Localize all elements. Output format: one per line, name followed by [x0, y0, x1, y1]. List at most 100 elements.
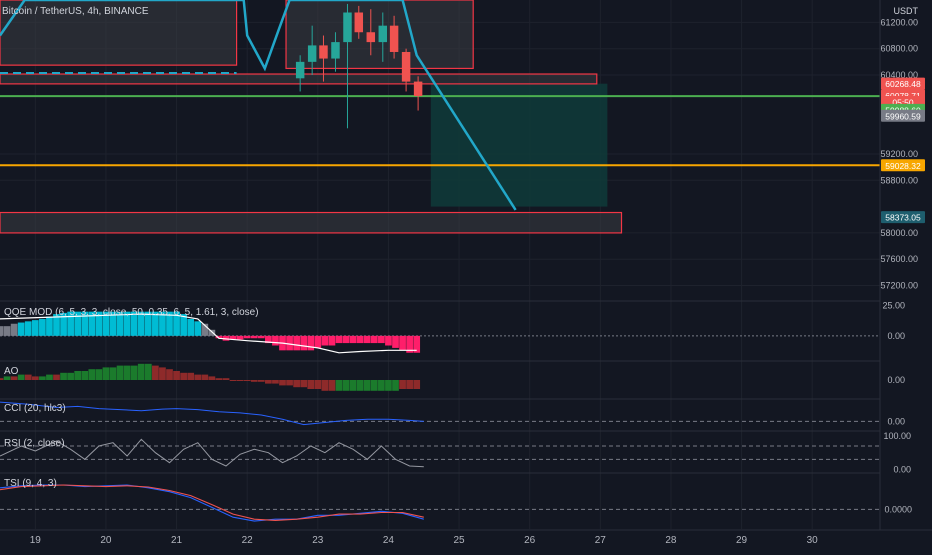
price-tick-label: 57200.00: [880, 281, 918, 291]
ao-bar: [243, 380, 251, 381]
qqe-bar: [215, 335, 223, 339]
qqe-title: QQE MOD (6, 5, 3, 3, close, 50, 0.35, 6,…: [4, 307, 259, 318]
horizontal-lines-layer: [0, 95, 880, 167]
ao-bar: [152, 365, 159, 380]
cci-line: [0, 401, 424, 426]
ao-bar: [39, 376, 46, 380]
candle-body[interactable]: [307, 45, 317, 62]
candle-body[interactable]: [413, 81, 423, 97]
tsi-title: TSI (9, 4, 3): [4, 478, 57, 489]
qqe-bar: [81, 311, 89, 336]
time-tick-label: 25: [454, 535, 466, 546]
candle-body[interactable]: [366, 32, 376, 43]
qqe-bar: [10, 323, 18, 336]
ao-bar: [413, 380, 421, 389]
qqe-bar: [17, 322, 25, 336]
qqe-bar: [363, 335, 371, 344]
ao-bar: [257, 380, 265, 382]
qqe-bar: [88, 311, 96, 336]
qqe-bar: [335, 335, 343, 344]
candle-body[interactable]: [354, 12, 364, 33]
supply-demand-zone[interactable]: [0, 0, 238, 66]
qqe-bar: [250, 335, 258, 339]
time-tick-label: 30: [807, 535, 819, 546]
ao-bar: [0, 378, 4, 380]
supply-demand-zone[interactable]: [0, 211, 623, 234]
qqe-bar: [314, 335, 322, 348]
ao-bar: [392, 380, 399, 391]
tsi-tick-label: 0.0000: [884, 504, 912, 514]
qqe-bar: [265, 335, 272, 344]
rsi-pane: [0, 438, 880, 468]
ao-bar: [123, 365, 131, 380]
price-tick-label: 58800.00: [880, 175, 918, 185]
ao-bar: [53, 374, 60, 380]
price-tag-label: 59028.32: [885, 161, 921, 171]
time-tick-label: 20: [100, 535, 112, 546]
ao-bar: [236, 380, 244, 381]
qqe-bar: [102, 311, 110, 336]
qqe-bar: [370, 335, 378, 344]
ao-bar: [342, 380, 350, 391]
qqe-pane: [0, 311, 880, 354]
ao-bar: [314, 380, 322, 389]
candle-body[interactable]: [295, 61, 305, 79]
candle-body[interactable]: [331, 42, 340, 59]
time-axis[interactable]: 19 20 21 22 23 24 25 26 27 28 29 30: [30, 535, 818, 546]
price-tick-label: 59200.00: [880, 149, 918, 159]
ao-bar: [88, 369, 96, 380]
qqe-tick-label: 0.00: [887, 331, 905, 341]
candle-body[interactable]: [389, 25, 399, 52]
target-zone[interactable]: [430, 83, 608, 207]
ao-bar: [180, 372, 187, 380]
candle-body[interactable]: [378, 25, 388, 43]
qqe-bar: [356, 335, 364, 344]
qqe-bar: [0, 326, 4, 336]
candle-body[interactable]: [319, 45, 328, 59]
ao-bar: [300, 380, 308, 388]
ao-bar: [17, 374, 25, 380]
qqe-bar: [74, 311, 82, 336]
qqe-bar: [385, 335, 392, 346]
price-tag-label: 60078.71: [885, 91, 921, 101]
ao-bar: [144, 363, 152, 380]
price-tags: 60268.4860078.7105:5059988.6059960.59590…: [881, 77, 925, 224]
ao-bar: [328, 380, 336, 391]
price-tag-label: 05:50: [892, 97, 914, 107]
ao-bar: [74, 371, 82, 380]
price-axis[interactable]: 61200.00 60800.00 60400.00 59200.00 58800.00…: [880, 17, 918, 514]
ao-bar: [363, 380, 371, 391]
ao-title: AO: [4, 366, 19, 377]
candle-body[interactable]: [401, 51, 411, 82]
qqe-bar: [349, 335, 357, 344]
ao-bar: [194, 374, 202, 380]
qqe-bar: [194, 321, 202, 336]
ao-pane: [0, 363, 421, 391]
qqe-bar: [67, 311, 74, 336]
qqe-bar: [3, 326, 11, 336]
qqe-bar: [222, 335, 230, 341]
ao-bar: [102, 367, 110, 380]
ao-bar: [3, 376, 11, 380]
time-tick-label: 27: [595, 535, 607, 546]
qqe-bar: [201, 323, 209, 336]
price-tick-label: 57600.00: [880, 254, 918, 264]
price-tick-label: 61200.00: [880, 17, 918, 27]
qqe-bar: [39, 318, 46, 336]
ao-bar: [229, 380, 237, 381]
trend-line[interactable]: [0, 0, 517, 211]
time-tick-label: 23: [312, 535, 324, 546]
qqe-bar: [378, 335, 385, 344]
price-tag: [881, 211, 925, 224]
candles-layer: [295, 3, 423, 129]
time-tick-label: 26: [524, 535, 536, 546]
ao-bar: [399, 380, 406, 389]
qqe-bar: [300, 335, 308, 351]
candle-body[interactable]: [343, 12, 352, 43]
cci-tick-label: 0.00: [887, 416, 905, 426]
ao-bar: [215, 378, 223, 380]
qqe-bar: [180, 314, 187, 336]
qqe-bar: [159, 311, 166, 336]
